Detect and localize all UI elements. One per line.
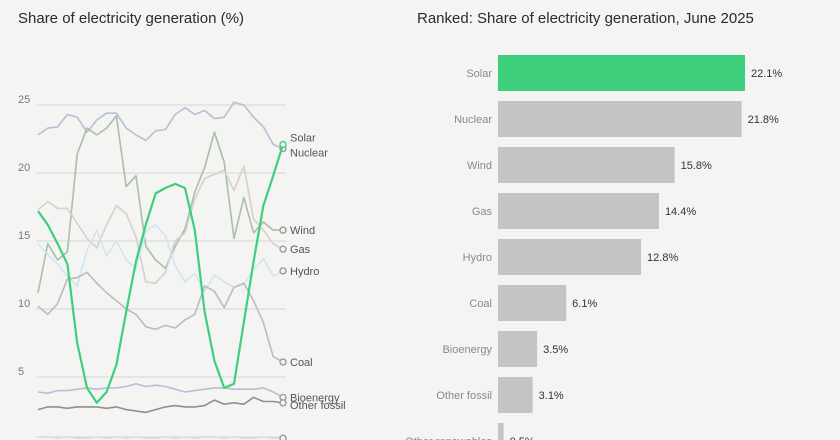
bar-bioenergy <box>498 331 538 367</box>
category-label-gas: Gas <box>472 206 493 218</box>
bar-hydro <box>498 239 642 275</box>
y-tick-label: 15 <box>18 230 30 242</box>
series-end-marker-other-fossil <box>279 399 287 407</box>
value-label-other-renewables: 0.5% <box>510 436 535 440</box>
series-line-nuclear <box>37 101 284 150</box>
value-label-coal: 6.1% <box>572 298 597 310</box>
category-label-coal: Coal <box>469 298 492 310</box>
line-chart-title: Share of electricity generation (%) <box>18 10 244 27</box>
bar-other-fossil <box>498 377 533 413</box>
bar-nuclear <box>498 101 742 137</box>
series-label-bioenergy: Bioenergy <box>290 392 340 404</box>
series-line-bioenergy <box>37 382 284 399</box>
series-line-other-fossil <box>37 396 284 414</box>
value-label-solar: 22.1% <box>751 68 782 80</box>
category-label-other-renewables: Other renewables <box>405 436 492 440</box>
value-label-hydro: 12.8% <box>647 252 678 264</box>
category-label-other-fossil: Other fossil <box>436 390 492 402</box>
bar-solar <box>498 55 745 91</box>
bar-chart-title: Ranked: Share of electricity generation,… <box>417 10 754 27</box>
series-end-marker-gas <box>279 245 287 253</box>
series-end-marker-solar <box>279 140 287 149</box>
series-line-other-renewables <box>38 435 283 440</box>
series-label-coal: Coal <box>290 357 313 369</box>
series-label-wind: Wind <box>290 225 315 237</box>
series-line-gas <box>37 165 284 285</box>
series-label-gas: Gas <box>290 244 311 256</box>
category-label-nuclear: Nuclear <box>454 114 492 126</box>
category-label-bioenergy: Bioenergy <box>442 344 492 356</box>
y-tick-label: 25 <box>18 94 30 106</box>
series-line-coal <box>37 271 284 363</box>
line-chart: 5 10 15 20 25 Solar Nuclear Wind Gas Hydro Coal Bio… <box>18 94 377 440</box>
series-line-solar <box>37 144 285 404</box>
series-label-nuclear: Nuclear <box>290 148 328 160</box>
series-end-marker-other-renewables <box>279 434 287 440</box>
value-label-other-fossil: 3.1% <box>539 390 564 402</box>
value-label-gas: 14.4% <box>665 206 696 218</box>
category-label-hydro: Hydro <box>463 252 492 264</box>
bar-wind <box>498 147 675 183</box>
value-label-nuclear: 21.8% <box>748 114 779 126</box>
y-tick-label: 5 <box>18 366 24 378</box>
category-label-wind: Wind <box>467 160 492 172</box>
series-line-hydro <box>37 223 284 293</box>
series-line-wind <box>37 115 283 293</box>
series-label-hydro: Hydro <box>290 266 319 278</box>
series-label-solar: Solar <box>290 132 316 144</box>
bar-coal <box>498 285 567 321</box>
category-label-solar: Solar <box>466 68 492 80</box>
series-end-marker-wind <box>279 226 287 234</box>
series-end-marker-coal <box>279 358 287 366</box>
y-tick-label: 20 <box>18 162 30 174</box>
bar-other-renewables <box>498 423 504 440</box>
value-label-wind: 15.8% <box>681 160 712 172</box>
series-end-marker-hydro <box>279 267 287 275</box>
bar-gas <box>498 193 659 229</box>
series-label-other-fossil: Other fossil <box>290 400 346 412</box>
y-tick-label: 10 <box>18 298 30 310</box>
value-label-bioenergy: 3.5% <box>543 344 568 356</box>
